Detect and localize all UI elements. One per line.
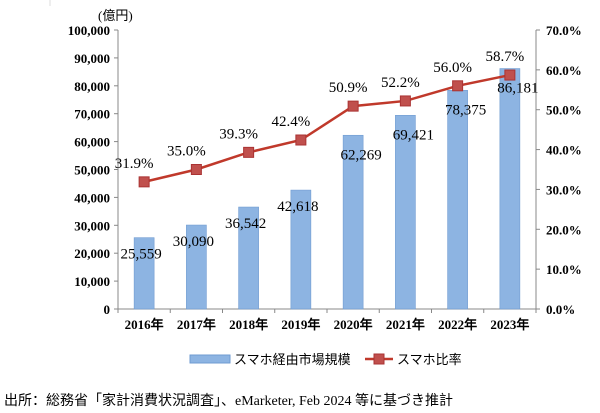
right-tick-label: 30.0% bbox=[546, 182, 582, 197]
bar bbox=[238, 206, 259, 310]
source-note: 出所：総務省「家計消費状況調査」、eMarketer, Feb 2024 等に基… bbox=[4, 392, 453, 409]
bar-data-label: 36,542 bbox=[225, 216, 266, 232]
line-marker bbox=[138, 176, 150, 188]
x-tick-label: 2016年 bbox=[125, 317, 164, 332]
right-tick-label: 60.0% bbox=[546, 63, 582, 78]
line-data-label: 56.0% bbox=[433, 60, 472, 76]
left-tick-label: 80,000 bbox=[74, 79, 110, 94]
line-series bbox=[143, 73, 511, 184]
bar bbox=[290, 189, 312, 310]
left-axis-unit: (億円) bbox=[98, 8, 133, 23]
x-tick-label: 2021年 bbox=[386, 317, 425, 332]
line-data-label: 39.3% bbox=[219, 126, 258, 142]
bar bbox=[133, 237, 155, 310]
bar-data-label: 62,269 bbox=[341, 147, 382, 163]
bar bbox=[447, 90, 468, 310]
line-marker bbox=[452, 80, 464, 92]
bar bbox=[342, 134, 364, 310]
line-marker bbox=[504, 69, 516, 81]
legend-line-label: スマホ比率 bbox=[397, 352, 462, 367]
bar-data-label: 78,375 bbox=[445, 102, 486, 118]
x-tick-label: 2022年 bbox=[438, 317, 477, 332]
x-tick-label: 2018年 bbox=[229, 317, 268, 332]
right-tick-label: 40.0% bbox=[546, 143, 582, 158]
right-tick-label: 0.0% bbox=[546, 302, 575, 317]
left-tick-label: 60,000 bbox=[74, 135, 110, 150]
x-tick-label: 2020年 bbox=[334, 317, 373, 332]
left-tick-label: 40,000 bbox=[74, 190, 110, 205]
left-tick-label: 20,000 bbox=[74, 246, 110, 261]
line-data-label: 42.4% bbox=[272, 114, 311, 130]
right-tick-label: 20.0% bbox=[546, 222, 582, 237]
bar-data-label: 30,090 bbox=[173, 234, 214, 250]
x-tick-label: 2017年 bbox=[177, 317, 216, 332]
left-tick-label: 10,000 bbox=[74, 274, 110, 289]
bar-data-label: 69,421 bbox=[393, 127, 434, 143]
line-marker bbox=[399, 95, 411, 107]
legend-bar-swatch bbox=[189, 354, 231, 364]
x-tick-label: 2023年 bbox=[490, 317, 529, 332]
line-data-label: 31.9% bbox=[115, 156, 154, 172]
x-tick-label: 2019年 bbox=[281, 317, 320, 332]
left-tick-label: 90,000 bbox=[74, 51, 110, 66]
left-tick-label: 70,000 bbox=[74, 107, 110, 122]
line-data-label: 50.9% bbox=[329, 80, 368, 96]
right-tick-label: 70.0% bbox=[546, 23, 582, 38]
line-marker bbox=[347, 100, 359, 112]
right-tick-label: 10.0% bbox=[546, 262, 582, 277]
line-data-label: 35.0% bbox=[167, 144, 206, 160]
bar bbox=[395, 115, 416, 310]
bar-data-label: 42,618 bbox=[277, 199, 318, 215]
left-tick-label: 100,000 bbox=[68, 23, 110, 38]
bar-data-label: 86,181 bbox=[497, 81, 538, 97]
left-tick-label: 50,000 bbox=[74, 163, 110, 178]
bar-data-label: 25,559 bbox=[121, 247, 162, 263]
legend-bar-label: スマホ経由市場規模 bbox=[234, 352, 351, 367]
left-tick-label: 0 bbox=[104, 302, 111, 317]
right-tick-label: 50.0% bbox=[546, 103, 582, 118]
legend-line-marker bbox=[373, 353, 385, 365]
line-marker bbox=[190, 164, 202, 175]
bar bbox=[499, 68, 521, 310]
line-marker bbox=[295, 134, 307, 146]
bar bbox=[186, 224, 207, 310]
line-data-label: 58.7% bbox=[486, 49, 525, 65]
left-tick-label: 30,000 bbox=[74, 218, 110, 233]
line-data-label: 52.2% bbox=[381, 75, 420, 91]
line-marker bbox=[243, 146, 255, 158]
